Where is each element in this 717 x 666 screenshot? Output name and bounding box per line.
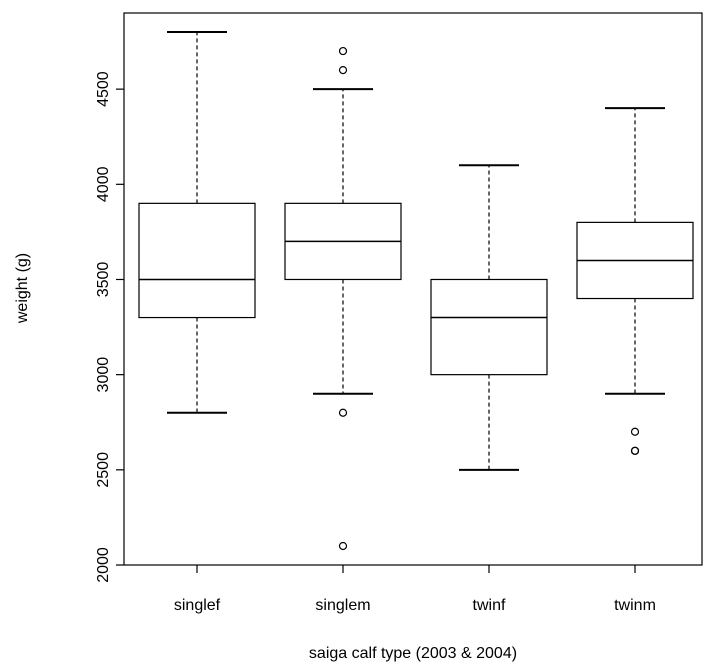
y-tick-label-4500: 4500 bbox=[95, 71, 112, 107]
plot-area: 2000 2500 3000 3500 4000 4500 singlef singlem tw… bbox=[95, 12, 703, 614]
x-tick-label-twinm: twinm bbox=[614, 597, 656, 614]
y-tick-label-2000: 2000 bbox=[95, 547, 112, 583]
x-axis-title: saiga calf type (2003 & 2004) bbox=[309, 645, 517, 662]
box-twinf bbox=[430, 278, 548, 376]
y-axis-title: weight (g) bbox=[14, 253, 31, 324]
x-tick-label-twinf: twinf bbox=[473, 597, 506, 614]
outlier-singlem-3 bbox=[338, 541, 348, 551]
outlier-singlem-0 bbox=[338, 46, 348, 56]
outlier-twinm-0 bbox=[630, 427, 640, 436]
y-tick-label-3500: 3500 bbox=[95, 262, 112, 298]
y-tick-label-2500: 2500 bbox=[95, 452, 112, 488]
box-singlef bbox=[138, 202, 256, 319]
x-tick-label-singlem: singlem bbox=[315, 597, 370, 614]
outlier-singlem-1 bbox=[338, 66, 348, 75]
outlier-singlem-2 bbox=[338, 408, 348, 417]
x-tick-label-singlef: singlef bbox=[174, 597, 221, 614]
y-tick-label-4000: 4000 bbox=[95, 166, 112, 202]
y-tick-label-3000: 3000 bbox=[95, 357, 112, 393]
plot-frame bbox=[123, 12, 703, 566]
outlier-twinm-2 bbox=[630, 446, 640, 455]
